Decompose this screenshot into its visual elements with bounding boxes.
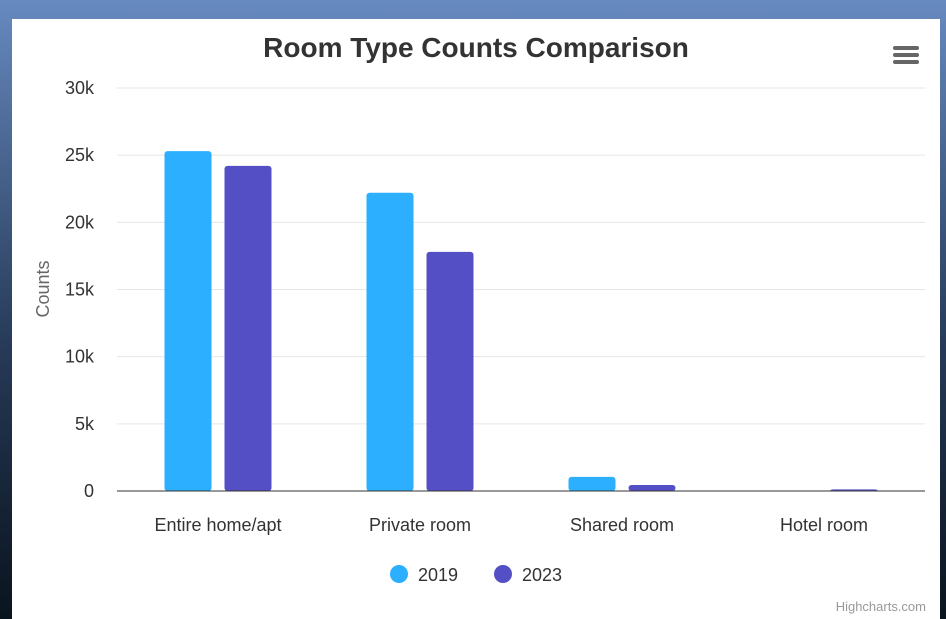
y-tick-label: 20k: [65, 212, 95, 232]
bar-2023[interactable]: [224, 165, 272, 491]
context-menu-button[interactable]: [888, 41, 924, 69]
bar-2019[interactable]: [164, 151, 212, 492]
legend-marker: [390, 565, 408, 583]
x-tick-label: Hotel room: [780, 515, 868, 535]
y-tick-label: 5k: [75, 414, 95, 434]
credits-link[interactable]: Highcharts.com: [836, 599, 926, 614]
y-axis-ticks: 0 5k 10k 15k 20k 25k 30k: [65, 78, 95, 501]
x-tick-label: Entire home/apt: [154, 515, 281, 535]
legend-label: 2019: [418, 565, 458, 585]
y-tick-label: 10k: [65, 347, 95, 367]
legend-item-2019[interactable]: 2019: [390, 565, 458, 585]
x-tick-label: Private room: [369, 515, 471, 535]
x-tick-label: Shared room: [570, 515, 674, 535]
legend-marker: [494, 565, 512, 583]
y-tick-label: 25k: [65, 145, 95, 165]
y-tick-label: 0: [84, 481, 94, 501]
chart-container: Room Type Counts Comparison Counts 0 5k 10…: [12, 19, 940, 619]
y-axis-label: Counts: [33, 260, 53, 317]
x-axis-ticks: Entire home/apt Private room Shared room Ho…: [154, 515, 868, 535]
bar-2019[interactable]: [568, 476, 616, 491]
chart-svg: Room Type Counts Comparison Counts 0 5k 10…: [33, 32, 926, 614]
chart-title: Room Type Counts Comparison: [263, 32, 689, 63]
bar-2023[interactable]: [628, 484, 676, 491]
legend-label: 2023: [522, 565, 562, 585]
y-tick-label: 30k: [65, 78, 95, 98]
bars: [164, 151, 878, 492]
legend-item-2023[interactable]: 2023: [494, 565, 562, 585]
hamburger-menu-icon: [893, 46, 919, 64]
bar-2023[interactable]: [426, 251, 474, 491]
legend: 2019 2023: [390, 565, 562, 585]
y-tick-label: 15k: [65, 280, 95, 300]
bar-2019[interactable]: [366, 192, 414, 491]
